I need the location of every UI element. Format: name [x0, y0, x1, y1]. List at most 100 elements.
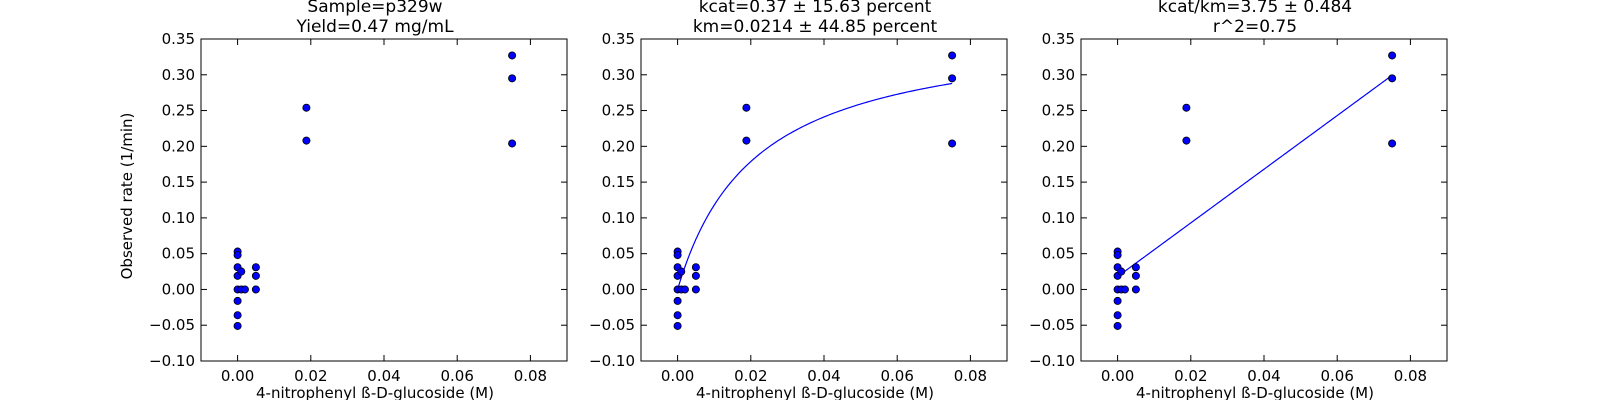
- y-tick-label: 0.15: [162, 173, 195, 191]
- data-point: [1131, 285, 1140, 294]
- data-point: [1113, 251, 1122, 260]
- data-point: [1388, 51, 1397, 60]
- y-tick-label: 0.35: [162, 30, 195, 48]
- data-point: [948, 139, 957, 148]
- y-tick-label: 0.00: [1042, 280, 1075, 298]
- x-tick-label: 0.06: [440, 367, 473, 385]
- y-tick-label: 0.15: [602, 173, 635, 191]
- data-point: [691, 263, 700, 272]
- y-axis-label: Observed rate (1/min): [118, 113, 136, 280]
- x-tick-label: 0.00: [1101, 367, 1134, 385]
- y-tick-label: −0.05: [589, 316, 635, 334]
- data-point: [1117, 267, 1126, 276]
- data-point: [948, 74, 957, 83]
- x-tick-label: 0.00: [661, 367, 694, 385]
- data-point: [233, 321, 242, 330]
- x-axis-label: 4-nitrophenyl ß-D-glucoside (M): [256, 384, 494, 400]
- panel-title-line-1: Sample=p329w: [307, 0, 442, 17]
- y-tick-label: −0.10: [589, 352, 635, 370]
- panel-title-line-2: km=0.0214 ± 44.85 percent: [693, 17, 938, 37]
- data-point: [508, 139, 517, 148]
- plot-frame: [1080, 38, 1448, 362]
- data-point: [673, 296, 682, 305]
- y-tick-label: 0.10: [1042, 209, 1075, 227]
- data-point: [680, 285, 689, 294]
- data-point: [1388, 74, 1397, 83]
- data-point: [742, 136, 751, 145]
- x-tick-label: 0.04: [807, 367, 840, 385]
- x-tick-label: 0.04: [1247, 367, 1280, 385]
- data-point: [251, 263, 260, 272]
- chart-panel-kcat-km: kcat=0.37 ± 15.63 percent km=0.0214 ± 44…: [589, 0, 1008, 400]
- data-point: [251, 285, 260, 294]
- y-tick-label: −0.05: [149, 316, 195, 334]
- data-point: [240, 285, 249, 294]
- data-point: [673, 251, 682, 260]
- x-tick-label: 0.06: [1320, 367, 1353, 385]
- x-tick-label: 0.02: [294, 367, 327, 385]
- data-point: [233, 296, 242, 305]
- data-point: [673, 311, 682, 320]
- data-point: [1113, 321, 1122, 330]
- data-point: [677, 267, 686, 276]
- x-axis-label: 4-nitrophenyl ß-D-glucoside (M): [696, 384, 934, 400]
- y-tick-label: 0.30: [1042, 66, 1075, 84]
- data-point: [1131, 263, 1140, 272]
- data-point: [1113, 296, 1122, 305]
- data-point: [691, 271, 700, 280]
- panel-title-line-1: kcat=0.37 ± 15.63 percent: [699, 0, 932, 17]
- data-point: [302, 103, 311, 112]
- y-tick-label: 0.10: [602, 209, 635, 227]
- data-point: [251, 271, 260, 280]
- y-tick-label: 0.25: [1042, 102, 1075, 120]
- x-tick-label: 0.08: [514, 367, 547, 385]
- y-tick-label: 0.20: [1042, 137, 1075, 155]
- y-tick-label: 0.15: [1042, 173, 1075, 191]
- y-tick-label: 0.25: [602, 102, 635, 120]
- y-tick-label: 0.30: [162, 66, 195, 84]
- x-tick-label: 0.08: [954, 367, 987, 385]
- data-point: [233, 311, 242, 320]
- x-tick-label: 0.04: [367, 367, 400, 385]
- y-tick-label: 0.35: [602, 30, 635, 48]
- data-point: [948, 51, 957, 60]
- chart-panel-sample: Sample=p329w Yield=0.47 mg/mL Observed r…: [118, 0, 568, 400]
- y-tick-label: −0.10: [149, 352, 195, 370]
- plot-frame: [200, 38, 568, 362]
- plot-frame: [640, 38, 1008, 362]
- y-tick-label: −0.10: [1029, 352, 1075, 370]
- data-point: [1131, 271, 1140, 280]
- y-tick-label: 0.25: [162, 102, 195, 120]
- data-point: [1120, 285, 1129, 294]
- data-point: [1182, 136, 1191, 145]
- data-point: [673, 321, 682, 330]
- y-tick-label: 0.00: [602, 280, 635, 298]
- y-tick-label: −0.05: [1029, 316, 1075, 334]
- y-tick-label: 0.20: [602, 137, 635, 155]
- y-tick-label: 0.05: [602, 245, 635, 263]
- data-point: [508, 51, 517, 60]
- y-tick-label: 0.00: [162, 280, 195, 298]
- x-axis-label: 4-nitrophenyl ß-D-glucoside (M): [1136, 384, 1374, 400]
- data-point: [1388, 139, 1397, 148]
- y-tick-label: 0.20: [162, 137, 195, 155]
- panel-title-line-2: r^2=0.75: [1213, 17, 1297, 37]
- fit-line: [677, 82, 953, 290]
- x-tick-label: 0.02: [1174, 367, 1207, 385]
- fit-line: [1117, 74, 1393, 278]
- x-tick-label: 0.00: [221, 367, 254, 385]
- data-point: [691, 285, 700, 294]
- y-tick-label: 0.10: [162, 209, 195, 227]
- data-point: [508, 74, 517, 83]
- data-point: [1182, 103, 1191, 112]
- x-tick-label: 0.06: [880, 367, 913, 385]
- y-tick-label: 0.05: [162, 245, 195, 263]
- chart-panel-kcat-over-km: kcat/km=3.75 ± 0.484 r^2=0.75 4-nitrophe…: [1029, 0, 1448, 400]
- panel-title-line-1: kcat/km=3.75 ± 0.484: [1158, 0, 1352, 17]
- data-point: [302, 136, 311, 145]
- y-tick-label: 0.30: [602, 66, 635, 84]
- data-point: [237, 267, 246, 276]
- data-point: [233, 251, 242, 260]
- data-point: [1113, 311, 1122, 320]
